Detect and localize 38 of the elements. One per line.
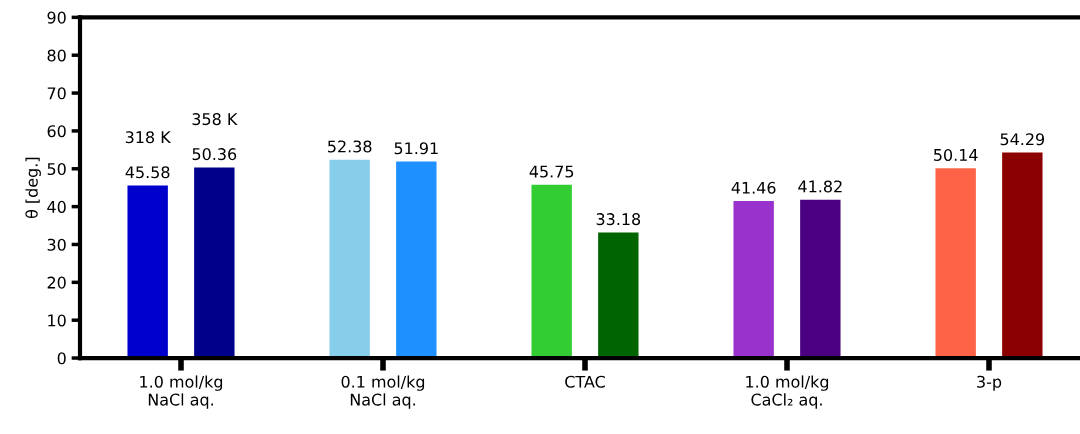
data-label: 51.91 [394, 142, 438, 155]
y-tick-label: 50 [47, 162, 66, 176]
x-tick-label: 3-p [977, 375, 1002, 391]
bar [935, 168, 976, 359]
data-label: 52.38 [328, 140, 372, 153]
y-tick-label: 30 [47, 238, 66, 251]
y-tick-label: 60 [47, 125, 66, 138]
bar [194, 167, 235, 359]
x-tick-label: 1.0 mol/kg CaCl₂ aq. [746, 375, 829, 409]
x-tick-label: CTAC [565, 375, 605, 388]
data-label: 45.58 [125, 166, 170, 179]
y-tick-label: 90 [47, 11, 66, 24]
bar [1002, 152, 1043, 359]
data-label: 33.18 [596, 213, 641, 226]
bar [800, 199, 841, 359]
y-tick-label: 20 [47, 276, 66, 289]
data-label: 54.29 [1000, 133, 1045, 146]
y-tick-label: 80 [47, 49, 66, 62]
data-label: 45.75 [529, 165, 574, 178]
y-tick-label: 0 [57, 352, 66, 365]
data-label: 50.14 [934, 148, 978, 161]
y-tick-label: 40 [47, 200, 66, 213]
y-axis-title: θ [deg.] [25, 157, 41, 219]
data-label: 41.46 [731, 181, 776, 194]
y-tick-label: 70 [47, 87, 66, 100]
y-tick-label: 10 [48, 314, 66, 327]
x-tick-label: 0.1 mol/kg NaCl aq. [341, 375, 425, 409]
bar [329, 159, 370, 359]
bar [127, 185, 168, 359]
bar [733, 201, 774, 359]
annotation: 358 K [192, 113, 238, 126]
data-label: 50.36 [192, 148, 237, 161]
bar [396, 161, 437, 359]
bar [598, 232, 639, 359]
annotation: 318 K [125, 131, 172, 144]
x-tick-label: 1.0 mol/kg NaCl aq. [140, 375, 223, 409]
bar [531, 184, 572, 359]
data-label: 41.82 [798, 180, 842, 193]
